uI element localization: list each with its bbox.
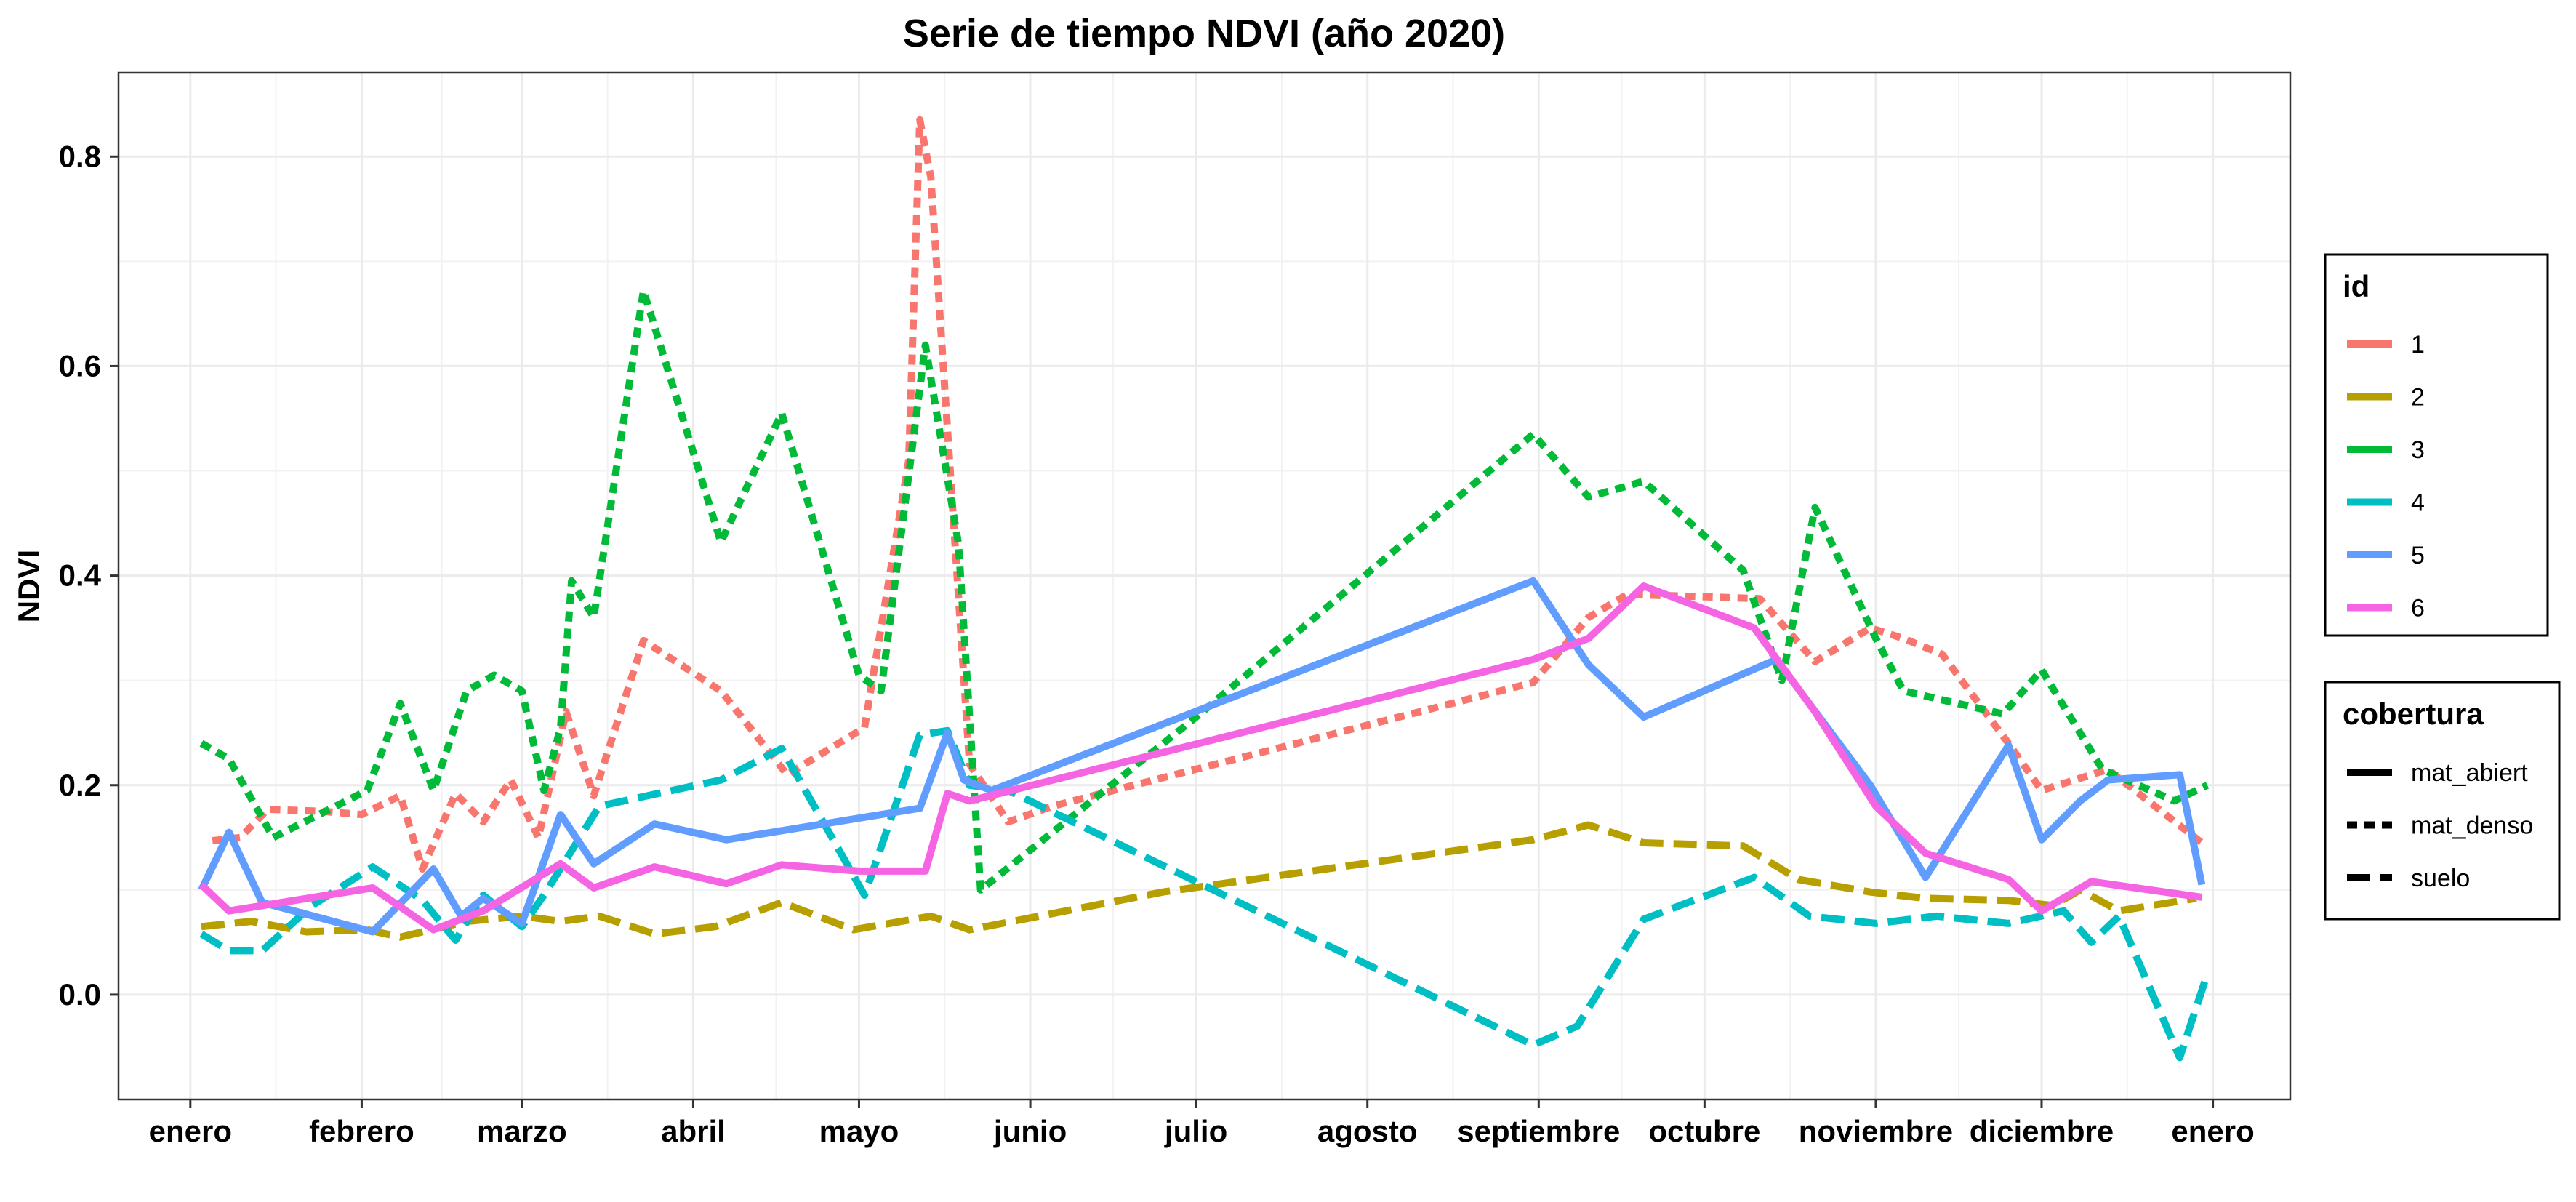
x-tick-label: septiembre (1457, 1114, 1620, 1148)
x-tick-label: julio (1164, 1114, 1227, 1148)
y-axis-title: NDVI (12, 550, 46, 622)
legend-id-title: id (2343, 269, 2370, 303)
y-tick-label: 0.6 (59, 348, 101, 382)
series-layer (198, 116, 2211, 1062)
legend-cobertura-title: cobertura (2343, 697, 2484, 731)
y-tick-label: 0.8 (59, 139, 101, 173)
legend-id-items: 1 2 3 4 5 6 (2347, 331, 2425, 622)
legend-cobertura-label: suelo (2411, 865, 2470, 892)
x-tick-label: mayo (819, 1114, 899, 1148)
x-tick-label: febrero (309, 1114, 414, 1148)
x-tick-label: enero (149, 1114, 232, 1148)
x-tick-label: diciembre (1970, 1114, 2114, 1148)
x-tick-label: junio (993, 1114, 1067, 1148)
x-tick-label: enero (2171, 1114, 2254, 1148)
x-tick-label: noviembre (1799, 1114, 1953, 1148)
y-axis: 0.0 0.2 0.4 0.6 0.8 (59, 139, 119, 1011)
x-axis: enero febrero marzo abril mayo junio julio agos… (149, 1099, 2255, 1148)
series-line-6 (198, 582, 2203, 934)
legend-id-label: 6 (2411, 595, 2425, 622)
x-tick-label: marzo (477, 1114, 567, 1148)
legend-id-box (2324, 253, 2549, 637)
chart-title: Serie de tiempo NDVI (año 2020) (903, 12, 1505, 55)
legend-cobertura-label: mat_abiert (2411, 759, 2528, 787)
legend-id-label: 3 (2411, 436, 2425, 464)
legend-id-label: 2 (2411, 384, 2425, 412)
series-line-1 (212, 116, 2204, 873)
legend-id-label: 4 (2411, 489, 2425, 517)
x-tick-label: abril (661, 1114, 726, 1148)
series-line-3 (199, 287, 2210, 894)
plot-background (119, 73, 2290, 1099)
legend-id-label: 5 (2411, 542, 2425, 569)
series-line-5 (198, 577, 2206, 936)
y-tick-label: 0.2 (59, 768, 101, 802)
legend-id: id 1 2 3 4 5 6 (2324, 253, 2549, 637)
plot-border (117, 71, 2292, 1101)
y-tick-label: 0.0 (59, 977, 101, 1011)
x-tick-label: agosto (1317, 1114, 1418, 1148)
legend-id-label: 1 (2411, 331, 2425, 358)
grid-minor (119, 73, 2290, 1099)
x-tick-label: octubre (1648, 1114, 1760, 1148)
legend-cobertura-label: mat_denso (2411, 812, 2533, 840)
y-tick-label: 0.4 (59, 558, 102, 593)
